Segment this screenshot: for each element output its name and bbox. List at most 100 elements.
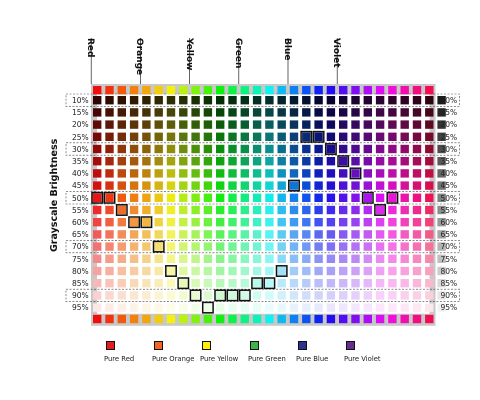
swatch-cell xyxy=(166,303,176,312)
hue-label: Orange xyxy=(134,38,145,76)
top-pure-swatch xyxy=(425,86,434,95)
swatch-cell xyxy=(289,181,299,190)
swatch-cell xyxy=(363,144,372,154)
swatch-cell xyxy=(216,230,225,239)
swatch-cell xyxy=(425,291,434,300)
bottom-pure-swatch xyxy=(375,314,385,324)
swatch-cell xyxy=(326,108,336,117)
swatch-cell xyxy=(277,157,286,166)
swatch-cell xyxy=(314,144,323,154)
swatch-cell xyxy=(388,132,397,141)
swatch-cell xyxy=(375,193,385,202)
gray-reference-cell xyxy=(437,266,446,276)
swatch-cell xyxy=(203,291,213,300)
swatch-cell xyxy=(142,132,151,141)
swatch-cell xyxy=(129,132,139,141)
swatch-cell xyxy=(363,193,372,202)
swatch-cell xyxy=(314,303,323,312)
swatch-cell xyxy=(203,181,213,190)
swatch-cell xyxy=(129,266,139,276)
swatch-cell xyxy=(363,132,372,141)
swatch-cell xyxy=(277,181,286,190)
top-pure-swatch xyxy=(314,86,323,95)
row-label-left: 80% xyxy=(72,266,89,276)
row-label-left: 90% xyxy=(72,291,89,301)
highlighted-cell xyxy=(374,204,387,216)
swatch-cell xyxy=(228,96,237,105)
swatch-cell xyxy=(203,205,213,215)
swatch-cell xyxy=(302,144,311,154)
row-label-left: 25% xyxy=(72,132,89,142)
gray-reference-cell xyxy=(437,157,446,166)
swatch-cell xyxy=(105,254,114,263)
swatch-cell xyxy=(351,108,360,117)
swatch-cell xyxy=(154,230,163,239)
swatch-cell xyxy=(351,254,360,263)
top-pure-swatch xyxy=(228,86,237,95)
swatch-cell xyxy=(166,181,176,190)
swatch-cell xyxy=(129,193,139,202)
swatch-cell xyxy=(203,193,213,202)
swatch-cell xyxy=(265,218,274,227)
swatch-cell xyxy=(314,108,323,117)
swatch-cell xyxy=(400,303,409,312)
swatch-cell xyxy=(93,108,102,117)
row-label-left: 70% xyxy=(72,242,89,252)
swatch-cell xyxy=(252,193,262,202)
swatch-cell xyxy=(339,266,348,276)
swatch-cell xyxy=(412,266,422,276)
row-label-left: 50% xyxy=(72,193,89,203)
swatch-cell xyxy=(388,291,397,300)
swatch-cell xyxy=(425,266,434,276)
swatch-cell xyxy=(400,242,409,251)
hue-label: Yellow xyxy=(183,38,194,71)
swatch-cell xyxy=(265,205,274,215)
swatch-cell xyxy=(277,169,286,178)
swatch-cell xyxy=(129,303,139,312)
swatch-cell xyxy=(154,108,163,117)
swatch-cell xyxy=(142,120,151,129)
swatch-cell xyxy=(302,230,311,239)
swatch-cell xyxy=(351,205,360,215)
swatch-cell xyxy=(203,144,213,154)
swatch-cell xyxy=(203,96,213,105)
swatch-cell xyxy=(302,266,311,276)
swatch-cell xyxy=(425,96,434,105)
legend-swatch xyxy=(250,341,259,350)
top-pure-swatch xyxy=(154,86,163,95)
top-pure-swatch xyxy=(265,86,274,95)
swatch-cell xyxy=(351,144,360,154)
swatch-cell xyxy=(351,181,360,190)
highlighted-cell xyxy=(312,130,325,143)
swatch-cell xyxy=(412,218,422,227)
swatch-cell xyxy=(277,303,286,312)
gray-reference-cell xyxy=(437,303,446,312)
swatch-cell xyxy=(289,242,299,251)
swatch-cell xyxy=(400,291,409,300)
swatch-cell xyxy=(363,242,372,251)
swatch-cell xyxy=(129,230,139,239)
swatch-cell xyxy=(228,279,237,288)
swatch-cell xyxy=(339,303,348,312)
swatch-cell xyxy=(105,181,114,190)
swatch-cell xyxy=(252,291,262,300)
swatch-cell xyxy=(93,218,102,227)
swatch-cell xyxy=(314,291,323,300)
swatch-cell xyxy=(93,230,102,239)
swatch-cell xyxy=(265,157,274,166)
top-pure-swatch xyxy=(400,86,409,95)
row-label-left: 45% xyxy=(72,181,89,191)
gray-reference-cell xyxy=(437,181,446,190)
swatch-cell xyxy=(363,291,372,300)
top-pure-swatch xyxy=(117,86,126,95)
swatch-cell xyxy=(302,193,311,202)
highlighted-cell xyxy=(238,289,251,302)
swatch-cell xyxy=(388,193,397,202)
swatch-cell xyxy=(339,132,348,141)
swatch-cell xyxy=(191,303,200,312)
swatch-cell xyxy=(240,120,249,129)
swatch-cell xyxy=(351,303,360,312)
swatch-cell xyxy=(191,96,200,105)
swatch-cell xyxy=(339,205,348,215)
swatch-cell xyxy=(117,303,126,312)
